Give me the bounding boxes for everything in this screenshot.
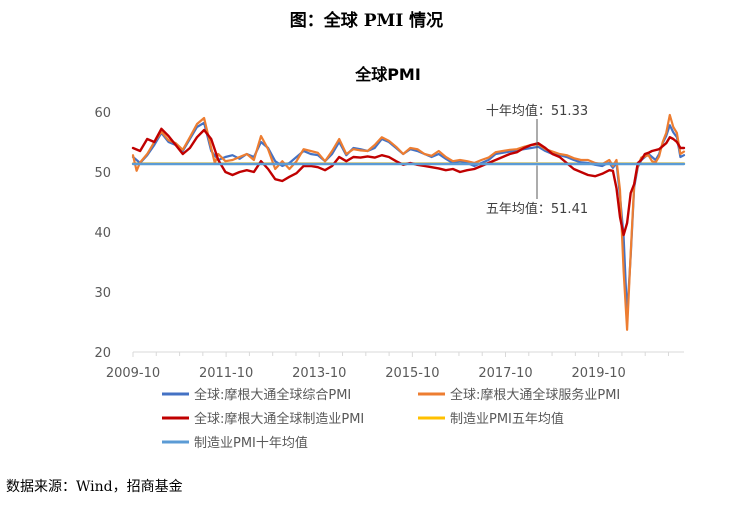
services-line [131,113,686,331]
series-lines [131,113,686,331]
chart-title: 全球PMI [354,65,421,84]
pmi-chart: 全球PMI 20 30 40 50 60 2009-10 2011-10 2013-10 201… [94,65,686,451]
y-tick-label: 50 [94,166,111,181]
x-tick-label: 2009-10 [106,366,160,381]
y-tick-label: 40 [94,226,111,241]
services-legend-label: 全球:摩根大通全球服务业PMI [450,387,620,403]
avg5-legend-label: 制造业PMI五年均值 [450,411,564,427]
manufacturing-legend-label: 全球:摩根大通全球制造业PMI [194,411,364,427]
x-tick-label: 2013-10 [292,366,346,381]
x-tick-label: 2017-10 [478,366,532,381]
x-tick-label: 2011-10 [199,366,253,381]
x-tick-label: 2019-10 [571,366,625,381]
axes: 20 30 40 50 60 2009-10 2011-10 2013-10 2015-10 20… [94,106,684,381]
avg5-annotation: 五年均值：51.41 [486,201,588,217]
x-tick-label: 2015-10 [385,366,439,381]
figure-title: 图：全球 PMI 情况 [289,11,444,31]
avg10-legend-label: 制造业PMI十年均值 [194,435,308,451]
composite-legend-label: 全球:摩根大通全球综合PMI [194,387,351,403]
y-tick-label: 30 [94,286,111,301]
legend: 全球:摩根大通全球综合PMI 全球:摩根大通全球服务业PMI 全球:摩根大通全球制造… [162,387,620,451]
avg10-annotation: 十年均值：51.33 [486,103,588,119]
annotations: 十年均值：51.33 五年均值：51.41 [486,103,588,217]
y-tick-label: 20 [94,346,111,361]
manufacturing-line [131,127,686,237]
source-note: 数据来源：Wind，招商基金 [6,479,183,495]
y-tick-label: 60 [94,106,111,121]
